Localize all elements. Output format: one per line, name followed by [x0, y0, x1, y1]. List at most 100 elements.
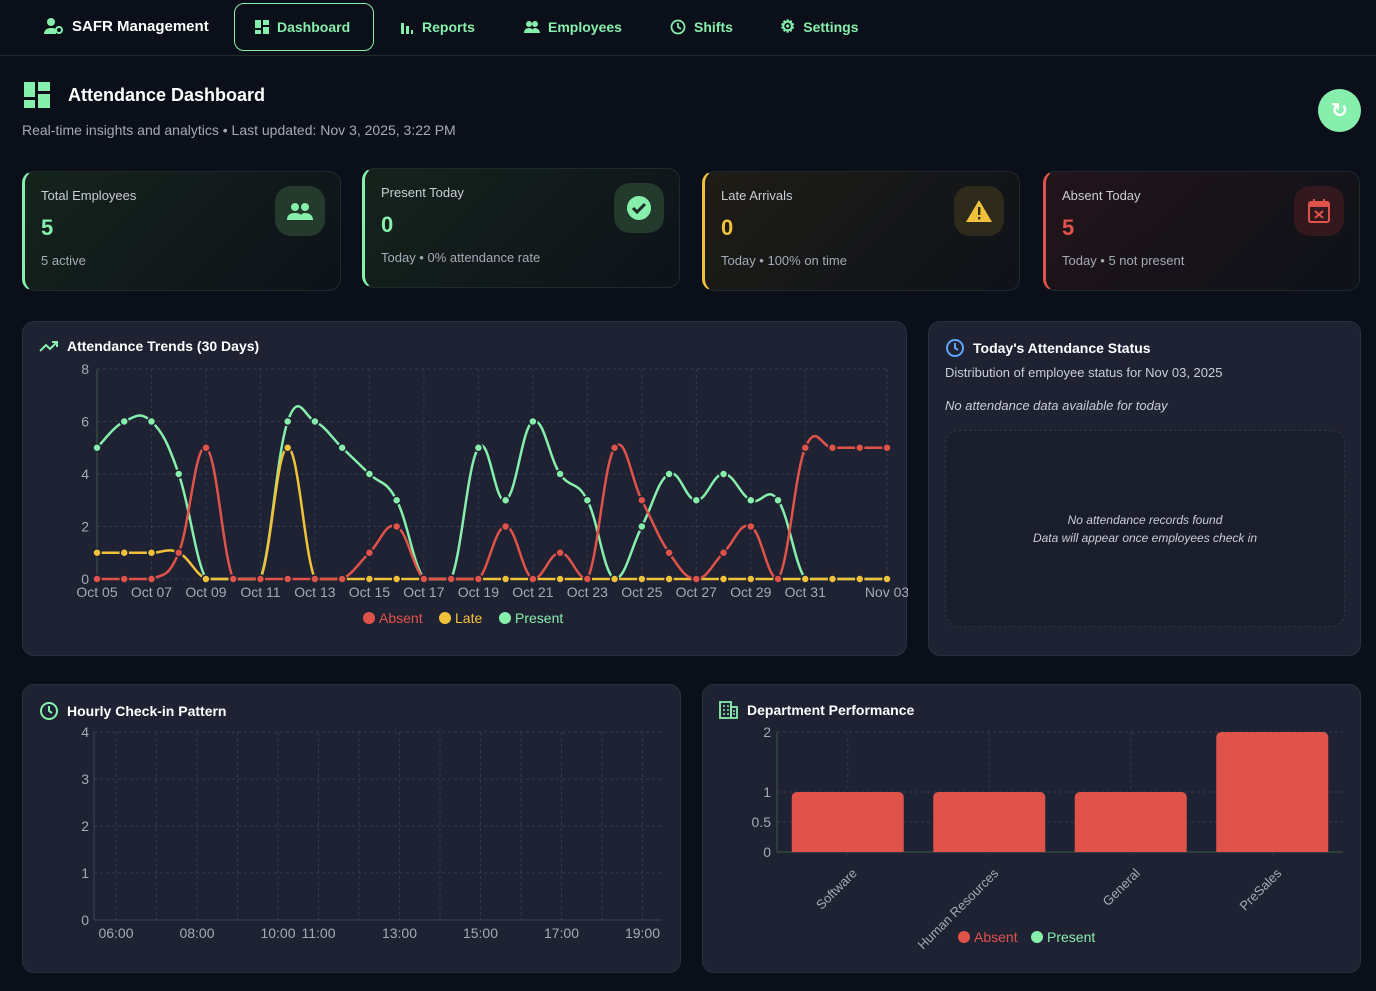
data-point-late — [718, 574, 729, 584]
refresh-button[interactable]: ↻ — [1318, 89, 1361, 132]
y-tick-label: 4 — [81, 724, 89, 740]
data-point-present — [282, 416, 293, 427]
card-value: 0 — [381, 212, 394, 237]
legend-swatch — [1031, 931, 1043, 943]
nav-employees[interactable]: Employees — [504, 3, 642, 51]
legend-swatch — [363, 612, 375, 624]
data-point-absent — [446, 574, 456, 584]
nav-label: Dashboard — [277, 19, 351, 35]
data-point-late — [637, 574, 647, 584]
y-tick-label: 4 — [81, 466, 89, 482]
data-point-present — [664, 469, 674, 479]
card-foot: Today • 0% attendance rate — [381, 250, 541, 265]
card-value: 5 — [1062, 215, 1075, 240]
stat-card-total-employees: Total Employees 5 5 active — [22, 171, 341, 291]
data-point-late — [201, 574, 211, 584]
brand-name: SAFR Management — [72, 17, 209, 35]
page-title-text: Attendance Dashboard — [68, 84, 266, 105]
brand[interactable]: SAFR Management — [44, 17, 209, 35]
bar-absent — [933, 792, 1046, 852]
y-tick-label: 3 — [81, 771, 89, 787]
panel-title: Today's Attendance Status — [973, 340, 1151, 356]
card-value: 5 — [41, 215, 54, 240]
empty-subtitle: Data will appear once employees check in — [1032, 530, 1258, 545]
panel-title: Hourly Check-in Pattern — [67, 703, 227, 719]
data-point-present — [555, 469, 565, 479]
data-point-absent — [146, 574, 157, 584]
data-point-absent — [582, 574, 593, 584]
x-tick-label: Oct 21 — [512, 584, 553, 600]
people-icon — [275, 186, 325, 236]
data-point-absent — [92, 574, 102, 584]
data-point-present — [718, 469, 729, 479]
x-tick-label: Oct 09 — [185, 584, 226, 600]
y-tick-label: 6 — [81, 414, 89, 430]
dashboard-icon — [24, 82, 50, 108]
data-point-present — [473, 443, 484, 453]
y-tick-label: 2 — [81, 818, 89, 834]
card-foot: Today • 100% on time — [721, 253, 847, 268]
check-circle-icon — [614, 183, 664, 233]
x-tick-label: Oct 25 — [621, 584, 662, 600]
data-point-absent — [664, 548, 674, 558]
x-tick-label: General — [1100, 865, 1143, 908]
data-point-present — [528, 416, 538, 427]
data-point-late — [391, 574, 402, 584]
data-point-absent — [691, 574, 702, 584]
data-point-absent — [119, 574, 129, 584]
x-tick-label: 10:00 — [260, 925, 295, 941]
data-point-late — [746, 574, 756, 584]
series-line-absent — [96, 434, 887, 581]
data-point-absent — [555, 548, 565, 558]
y-tick-label: 2 — [81, 519, 89, 535]
attendance-trends-chart: 0 2 4 6 8 Oct 05 Oct 07 Oct 09 Oct 11 Oct 13 Oct 1… — [76, 361, 908, 626]
data-point-present — [500, 495, 511, 505]
nav-reports[interactable]: Reports — [380, 3, 495, 51]
card-foot: 5 active — [41, 253, 86, 268]
people-icon — [524, 21, 540, 33]
card-value: 0 — [721, 215, 734, 240]
dashboard-icon — [255, 20, 269, 34]
panel-header: Hourly Check-in Pattern — [39, 701, 226, 721]
x-tick-label: 17:00 — [544, 925, 579, 941]
hourly-checkin-panel: Hourly Check-in Pattern 0 1 2 3 4 06:00 08:00 1… — [22, 684, 681, 973]
data-point-absent — [337, 574, 347, 584]
nav-label: Shifts — [694, 19, 733, 35]
data-point-present — [173, 469, 184, 479]
legend-label: Present — [515, 610, 563, 626]
data-point-present — [146, 416, 157, 427]
nav-label: Employees — [548, 19, 622, 35]
legend-label: Absent — [379, 610, 423, 626]
legend-label: Late — [455, 610, 482, 626]
data-point-present — [691, 495, 702, 505]
data-point-absent — [773, 574, 783, 584]
data-point-absent — [364, 548, 375, 558]
data-point-late — [855, 574, 865, 584]
x-tick-label: Nov 03 — [865, 584, 908, 600]
x-tick-label: 06:00 — [98, 925, 133, 941]
nav-shifts[interactable]: Shifts — [650, 3, 753, 51]
stat-card-present-today: Present Today 0 Today • 0% attendance ra… — [362, 168, 680, 288]
y-tick-label: 0 — [81, 571, 89, 587]
x-tick-label: 15:00 — [463, 925, 498, 941]
x-tick-label: 13:00 — [382, 925, 417, 941]
stat-card-late-arrivals: Late Arrivals 0 Today • 100% on time — [702, 171, 1020, 291]
data-point-late — [882, 574, 892, 584]
building-icon — [719, 701, 738, 719]
data-point-present — [119, 416, 129, 427]
y-tick-label: 8 — [81, 361, 89, 377]
y-tick-label: 1 — [763, 784, 771, 800]
nav-dashboard[interactable]: Dashboard — [234, 3, 374, 51]
stat-card-absent-today: Absent Today 5 Today • 5 not present — [1043, 171, 1360, 291]
data-point-absent — [882, 443, 892, 453]
nav-settings[interactable]: ⚙ Settings — [760, 3, 878, 51]
x-tick-label: PreSales — [1236, 865, 1284, 913]
x-tick-label: Oct 07 — [131, 584, 172, 600]
data-point-absent — [201, 443, 211, 453]
y-tick-label: 0.5 — [752, 814, 772, 830]
today-status-panel: Today's Attendance Status Distribution o… — [928, 321, 1361, 656]
page-subtitle: Real-time insights and analytics • Last … — [22, 122, 456, 138]
legend-swatch — [958, 931, 970, 943]
legend-swatch — [499, 612, 511, 624]
